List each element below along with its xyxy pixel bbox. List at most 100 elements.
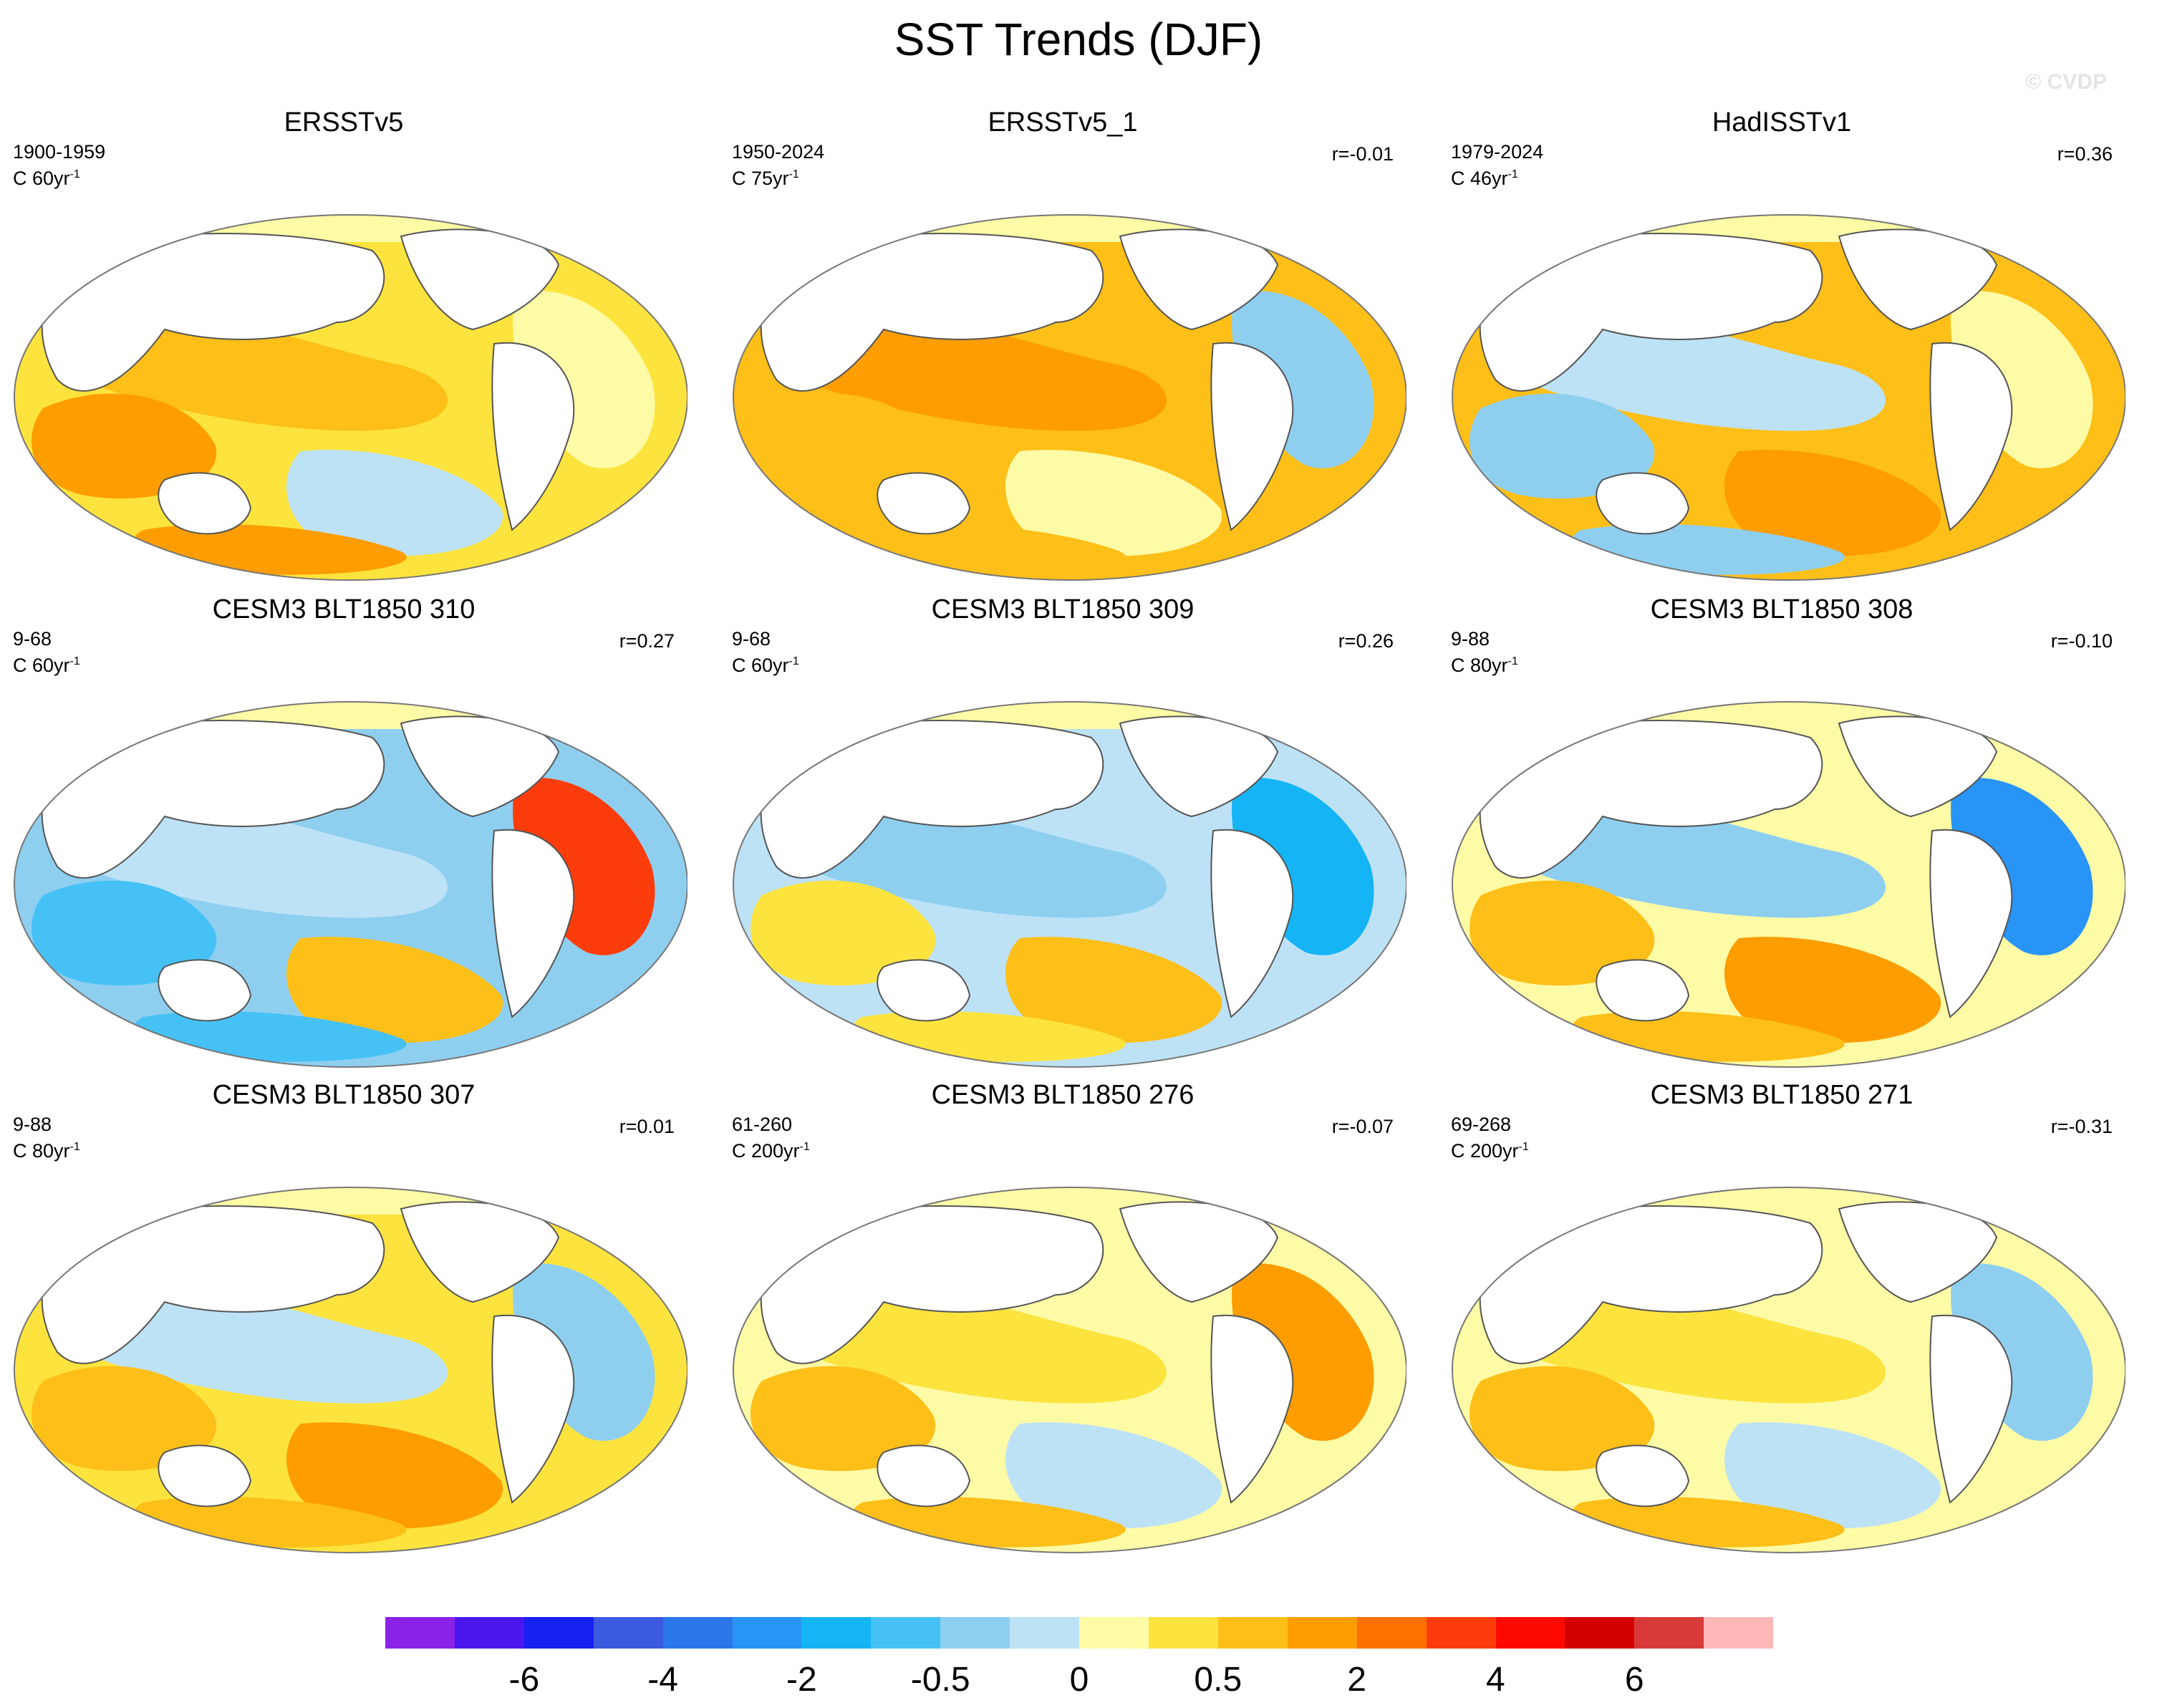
legend-tick-label: -4 [647,1661,678,1699]
eurasia-africa-landmass [1479,233,1823,392]
sst-trend-map [1452,701,2125,1068]
eurasia-africa-landmass [760,1205,1104,1364]
trend-region [751,1366,936,1472]
legend-swatch [1079,1617,1149,1649]
legend-tick-label: 0.5 [1194,1661,1242,1699]
legend-tick-label: 6 [1624,1661,1644,1699]
trend-region [1524,313,1886,431]
arctic-band [733,215,1406,242]
sst-trend-map [1452,214,2125,581]
eurasia-africa-landmass [41,720,385,879]
panel-title: CESM3 BLT1850 307 [212,1080,476,1110]
legend-swatch [1565,1617,1635,1649]
panel-title: CESM3 BLT1850 308 [1650,594,1914,624]
south-america-landmass [1929,342,2013,531]
panel-period: 1900-1959 [13,141,106,163]
panel-correlation: r=-0.31 [2050,1116,2113,1137]
north-america-landmass [400,1201,560,1303]
map-outline [14,214,687,581]
panel-period: 9-88 [13,1114,52,1135]
north-america-landmass [1838,715,1998,818]
sst-trend-map [14,701,687,1068]
panel-period-scale: 9-88 C 80yr-1 [1451,627,1518,677]
legend-swatch [1426,1617,1496,1649]
panel-period: 9-88 [1451,628,1490,650]
trend-region [286,450,503,556]
arctic-band [14,702,687,729]
main-title: SST Trends (DJF) [894,14,1263,65]
panel-scale: C 75yr-1 [732,168,799,189]
trend-region [751,880,936,986]
legend-swatch [940,1617,1010,1649]
legend-swatch [523,1617,594,1649]
legend-tick-label: 0 [1069,1661,1089,1699]
trend-region [1724,1422,1941,1529]
panel-scale: C 80yr-1 [13,1140,80,1162]
map-outline [14,701,687,1068]
panel-scale-exponent: -1 [1507,655,1518,667]
legend-tick-label: -2 [786,1661,817,1699]
map-panel: CESM3 BLT1850 309 9-68 C 60yr-1 r=0.26 [719,594,1406,1096]
panel-scale: C 60yr-1 [732,655,799,676]
australia-landmass [877,959,971,1022]
legend-swatch [1356,1617,1427,1649]
eurasia-africa-landmass [41,233,385,392]
arctic-band [733,702,1406,729]
north-america-landmass [1838,228,1998,331]
panel-scale-exponent: -1 [1518,1141,1529,1153]
south-america-landmass [491,829,575,1018]
trend-region [1470,393,1655,499]
legend-tick-label: 2 [1347,1661,1366,1699]
panel-period-scale: 1950-2024 C 75yr-1 [732,140,824,190]
north-america-landmass [1119,1201,1279,1303]
map-panel: CESM3 BLT1850 271 69-268 C 200yr-1 r=-0.31 [1438,1080,2125,1581]
south-america-landmass [1929,829,2013,1018]
panel-scale-exponent: -1 [788,655,799,667]
legend-swatch [1287,1617,1357,1649]
legend-swatch [801,1617,872,1649]
panel-scale-exponent: -1 [788,168,799,180]
panel-correlation: r=0.01 [619,1116,675,1137]
sst-trend-map [733,1187,1406,1553]
trend-region [1470,880,1655,986]
arctic-band [1452,215,2125,242]
trend-region [286,937,503,1043]
arctic-band [1452,1187,2125,1215]
panel-period-scale: 69-268 C 200yr-1 [1451,1113,1529,1162]
map-outline [14,1187,687,1553]
south-america-landmass [1929,1314,2013,1504]
legend-swatch [593,1617,663,1649]
legend-swatch [1148,1617,1218,1649]
australia-landmass [1596,1444,1690,1507]
panel-scale-exponent: -1 [69,168,80,180]
trend-region [286,1422,503,1529]
trend-region [1470,1366,1655,1472]
map-panel: HadISSTv1 1979-2024 C 46yr-1 r=0.36 [1438,107,2125,609]
trend-region [1724,937,1941,1043]
trend-region [86,313,448,431]
panel-title: CESM3 BLT1850 276 [931,1080,1195,1110]
panel-correlation: r=-0.10 [2050,630,2113,652]
eurasia-africa-landmass [41,1205,385,1364]
panel-period: 9-68 [13,628,52,650]
map-outline [733,701,1406,1068]
trend-region [1005,450,1222,556]
trend-region [32,393,217,499]
legend-tick-label: -6 [508,1661,540,1699]
panel-scale-exponent: -1 [69,655,80,667]
trend-region [32,1366,217,1472]
legend-swatch [385,1617,455,1649]
panel-period-scale: 61-260 C 200yr-1 [732,1113,810,1162]
panel-period-scale: 9-88 C 80yr-1 [13,1113,80,1162]
arctic-band [733,1187,1406,1215]
panel-correlation: r=-0.07 [1331,1116,1394,1137]
north-america-landmass [1838,1201,1998,1303]
trend-region [86,800,448,918]
australia-landmass [158,472,252,535]
legend-swatch [1010,1617,1080,1649]
panel-period: 61-260 [732,1114,793,1135]
south-america-landmass [491,1314,575,1504]
south-america-landmass [1210,829,1294,1018]
panel-scale-exponent: -1 [69,1141,80,1153]
legend-tick-label: 4 [1486,1661,1505,1699]
